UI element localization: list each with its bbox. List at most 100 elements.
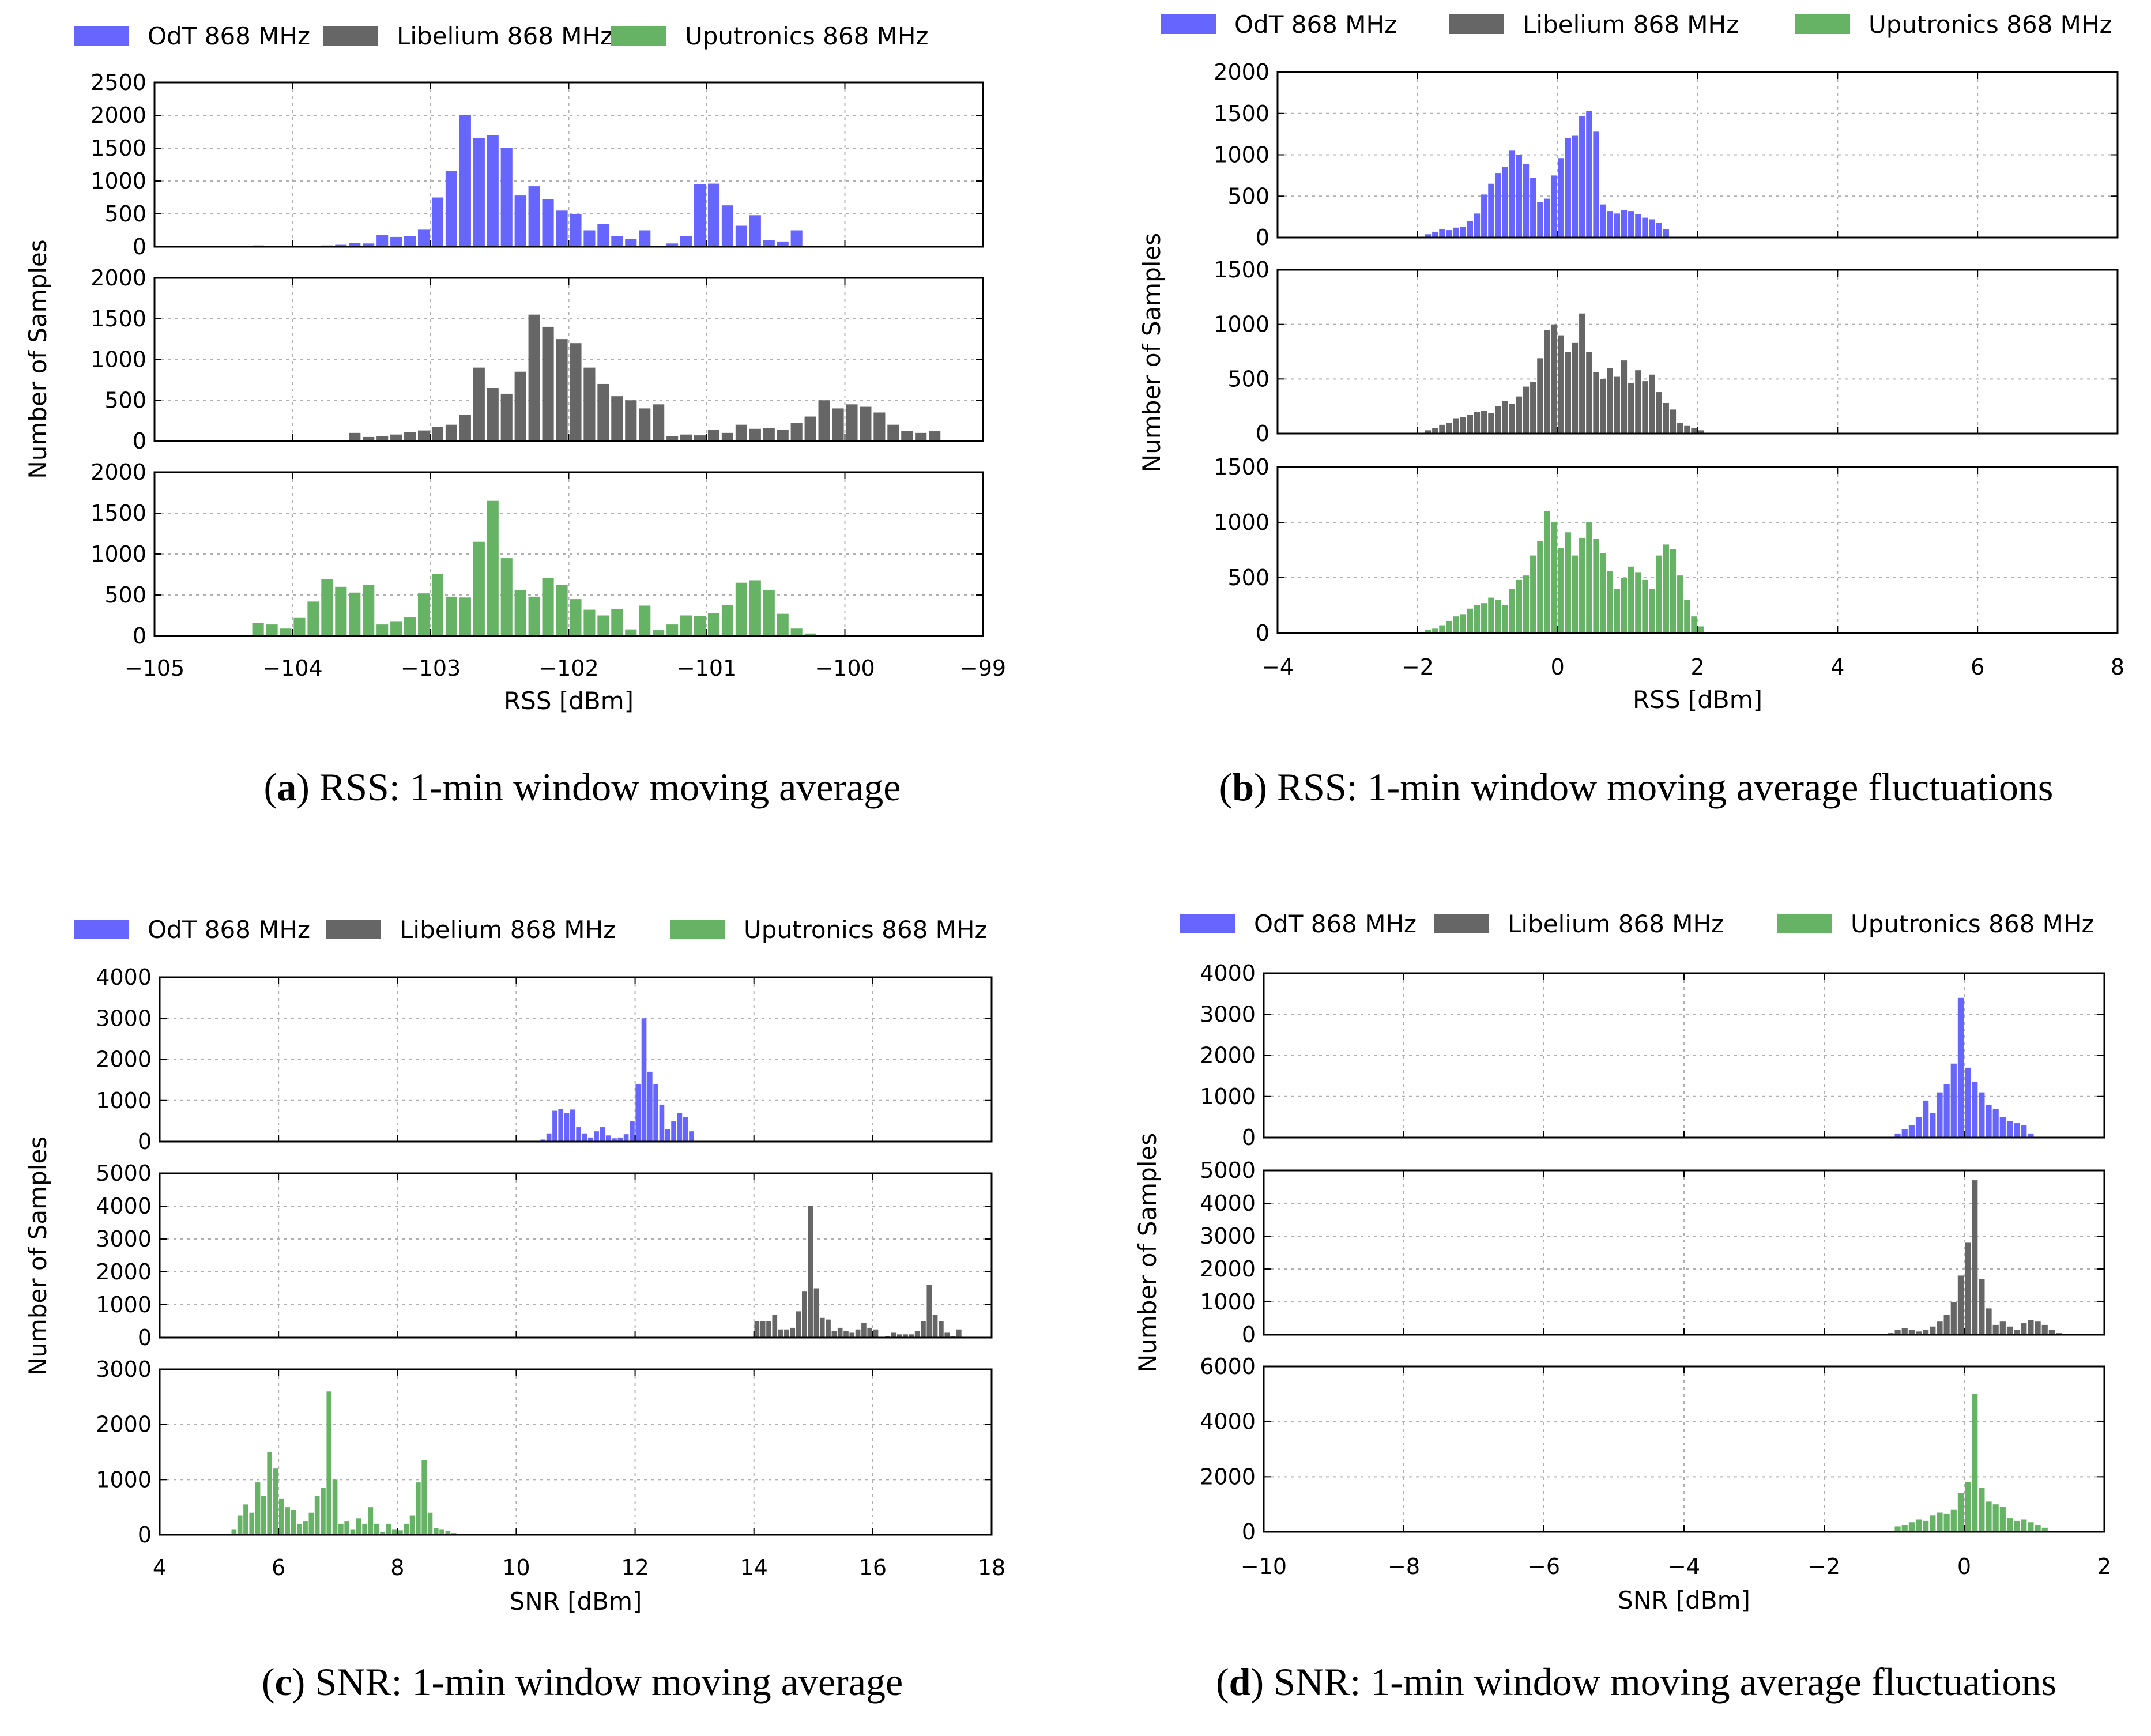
bar-a-1-34 <box>818 400 830 441</box>
bar-a-2-29 <box>653 630 665 636</box>
bar-a-1-42 <box>929 431 941 441</box>
bar-c-2-25 <box>380 1532 385 1535</box>
ytick-label-a-1-4: 2000 <box>91 265 146 291</box>
bar-b-2-12 <box>1509 589 1515 633</box>
bar-c-2-20 <box>350 1529 356 1535</box>
xtick-label-c-6: 16 <box>859 1555 887 1580</box>
ytick-label-b-0-1: 500 <box>1227 183 1269 209</box>
legend-label-d-1: Libelium 868 MHz <box>1508 910 1724 938</box>
xtick-label-c-2: 8 <box>390 1555 404 1580</box>
bar-b-2-25 <box>1600 553 1606 633</box>
bar-b-0-1 <box>1432 231 1438 238</box>
bar-c-0-25 <box>689 1131 694 1142</box>
bar-d-1-12 <box>1972 1180 1978 1335</box>
ytick-label-a-0-2: 1000 <box>91 168 146 194</box>
bar-b-0-11 <box>1502 167 1508 238</box>
bar-a-0-11 <box>404 236 416 247</box>
bar-c-2-9 <box>285 1507 290 1535</box>
bar-b-0-29 <box>1628 211 1634 238</box>
bar-a-1-27 <box>721 432 733 441</box>
caption-c-label: SNR: 1-min window moving average <box>315 1660 903 1704</box>
bar-d-2-21 <box>2041 1527 2048 1532</box>
ytick-label-d-0-2: 2000 <box>1200 1043 1256 1068</box>
bar-c-2-21 <box>356 1518 361 1535</box>
bar-d-2-14 <box>1992 1504 1999 1532</box>
ytick-label-b-2-2: 1000 <box>1214 510 1269 535</box>
bar-b-0-5 <box>1460 227 1466 238</box>
bar-c-2-1 <box>237 1515 243 1535</box>
bar-d-1-22 <box>2041 1324 2048 1335</box>
ytick-label-d-1-3: 3000 <box>1200 1223 1256 1249</box>
panel-d-1: 0 1000 2000 3000 4000 5000 <box>1200 1158 2105 1347</box>
bar-c-1-26 <box>909 1334 914 1338</box>
bar-d-2-10 <box>1964 1482 1971 1532</box>
ytick-label-b-2-1: 500 <box>1227 565 1269 590</box>
ylabel-c: Number of Samples <box>24 1136 52 1376</box>
xtick-label-a-5: −100 <box>815 656 875 681</box>
bar-c-2-14 <box>314 1496 320 1535</box>
bar-b-0-2 <box>1439 229 1445 238</box>
bar-a-2-23 <box>570 599 582 636</box>
ytick-label-a-2-3: 1500 <box>91 500 146 526</box>
bar-a-2-30 <box>666 624 679 636</box>
bar-b-2-15 <box>1530 555 1536 633</box>
bar-d-2-12 <box>1979 1488 1985 1532</box>
bar-b-2-13 <box>1516 579 1522 633</box>
bar-b-0-13 <box>1516 155 1522 238</box>
bar-a-0-17 <box>487 135 499 247</box>
bar-b-2-8 <box>1481 603 1487 633</box>
bar-a-1-19 <box>611 396 623 441</box>
bar-d-1-18 <box>2014 1330 2020 1335</box>
bar-a-2-35 <box>735 582 747 636</box>
bar-a-1-29 <box>749 428 761 441</box>
ytick-label-d-0-3: 3000 <box>1200 1001 1256 1027</box>
bar-c-2-17 <box>332 1479 338 1535</box>
ytick-label-a-2-4: 2000 <box>91 460 146 485</box>
bar-c-2-0 <box>231 1529 237 1535</box>
bar-d-2-15 <box>1999 1507 2006 1532</box>
ytick-label-c-2-2: 2000 <box>96 1412 152 1437</box>
bar-c-2-24 <box>374 1523 379 1535</box>
bar-b-1-5 <box>1460 417 1466 434</box>
bar-b-0-8 <box>1481 194 1487 238</box>
bar-a-0-37 <box>763 240 775 247</box>
xtick-label-c-0: 4 <box>153 1555 167 1580</box>
charts-layer: OdT 868 MHz Libelium 868 MHz Uputronics 86… <box>24 10 2124 1616</box>
ytick-label-a-1-1: 500 <box>104 387 146 413</box>
xtick-label-b-2: 0 <box>1551 654 1565 680</box>
panel-c-2: 0 1000 2000 3000 <box>96 1357 993 1547</box>
bar-a-2-4 <box>307 601 319 636</box>
bar-c-1-30 <box>932 1315 938 1338</box>
bar-b-0-25 <box>1600 204 1606 238</box>
legend-swatch-d-0 <box>1180 914 1235 933</box>
bar-a-1-36 <box>846 404 858 441</box>
bar-c-0-16 <box>635 1084 641 1142</box>
bar-c-2-12 <box>303 1521 308 1535</box>
bar-c-2-27 <box>391 1529 397 1535</box>
legend-label-c-0: OdT 868 MHz <box>148 916 310 944</box>
bar-c-2-8 <box>278 1498 284 1535</box>
xtick-label-b-5: 6 <box>1971 654 1984 680</box>
bar-c-2-28 <box>398 1530 403 1535</box>
bar-b-0-14 <box>1523 164 1530 238</box>
xlabel-d: SNR [dBm] <box>1618 1586 1750 1614</box>
bar-c-2-30 <box>409 1515 415 1535</box>
ytick-label-d-2-0: 0 <box>1242 1519 1256 1545</box>
bar-a-1-31 <box>777 430 789 441</box>
bar-a-2-28 <box>639 605 651 636</box>
xtick-label-d-3: −4 <box>1668 1554 1700 1579</box>
bar-c-0-10 <box>600 1127 605 1142</box>
bar-a-2-22 <box>556 585 568 636</box>
bar-b-0-26 <box>1607 211 1613 238</box>
caption-a: (a) RSS: 1-min window moving average <box>264 765 901 809</box>
bar-a-2-10 <box>390 621 402 636</box>
bar-a-0-18 <box>500 148 513 247</box>
bar-a-0-31 <box>680 236 692 247</box>
panel-c-0: 0 1000 2000 3000 4000 <box>96 965 993 1154</box>
bar-a-2-40 <box>804 633 816 636</box>
bar-d-1-20 <box>2028 1320 2034 1335</box>
bar-b-2-39 <box>1698 626 1704 633</box>
bar-b-2-4 <box>1453 616 1459 633</box>
bar-b-2-0 <box>1425 630 1432 633</box>
bar-c-0-19 <box>653 1084 658 1142</box>
